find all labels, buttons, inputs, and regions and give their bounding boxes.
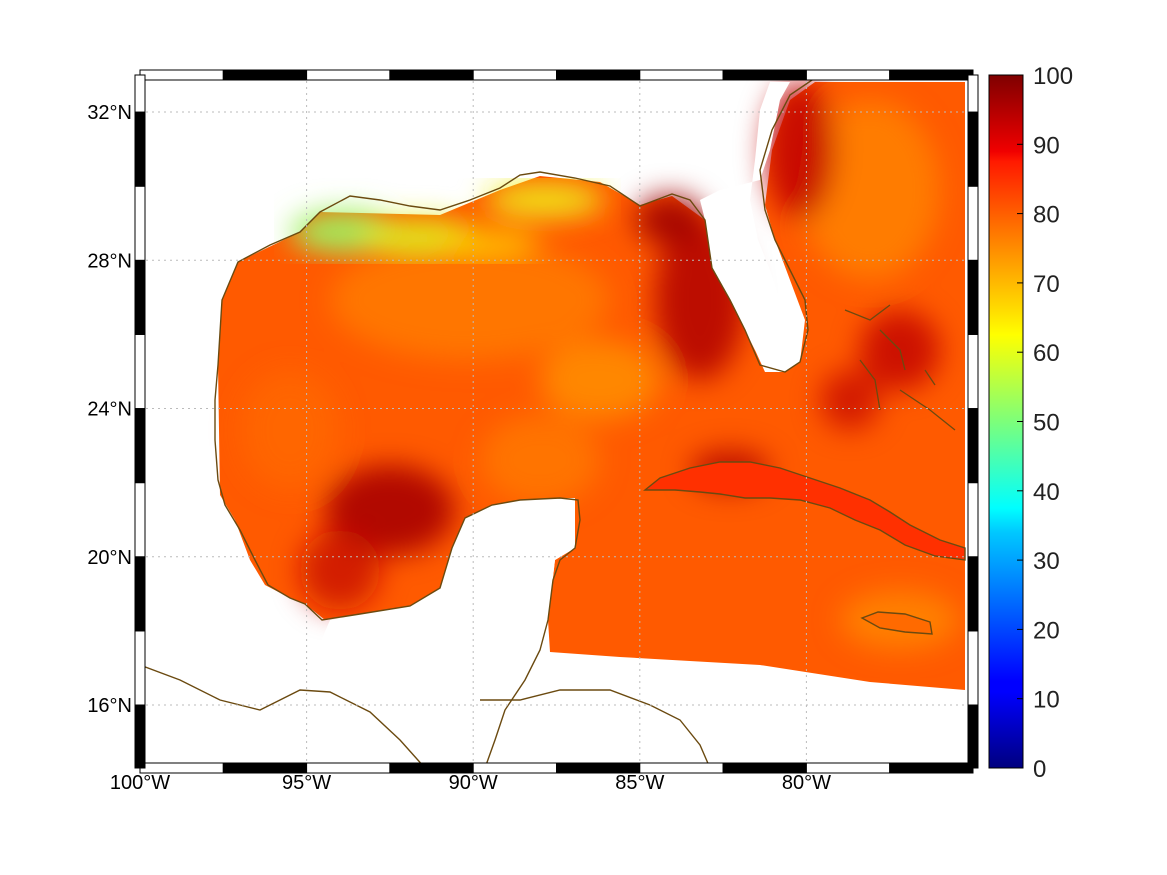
left-frame-segment — [134, 111, 146, 187]
top-frame-segment — [805, 69, 891, 81]
right-frame-segment — [967, 556, 979, 632]
colorbar-tick-label: 10 — [1033, 687, 1060, 714]
lon-tick-label: 85°W — [615, 772, 664, 794]
map-data-field — [140, 77, 966, 768]
coastlines — [140, 77, 816, 768]
colorbar-tick-label: 20 — [1033, 617, 1060, 644]
top-frame-segment — [306, 69, 391, 81]
top-frame-segment — [222, 69, 308, 81]
left-frame-segment — [134, 482, 146, 558]
bottom-frame-segment — [889, 762, 974, 774]
colorbar-tick-label: 0 — [1033, 756, 1046, 783]
right-frame-segment — [967, 704, 979, 769]
colorbar-tick-label: 40 — [1033, 479, 1060, 506]
top-frame-segment — [556, 69, 641, 81]
bahamas-islands — [844, 304, 956, 431]
lat-tick-label: 32°N — [87, 102, 132, 124]
lat-tick-label: 16°N — [87, 695, 132, 717]
jamaica-island — [860, 611, 933, 635]
right-frame-segment — [967, 111, 979, 187]
left-frame-segment — [134, 630, 146, 706]
left-frame-segment — [134, 185, 146, 261]
left-frame-segment — [134, 704, 146, 769]
colorbar-tick-label: 90 — [1033, 132, 1060, 159]
top-frame-segment — [639, 69, 724, 81]
top-frame-segment — [389, 69, 474, 81]
map-gridlines — [140, 75, 973, 768]
lat-tick-label: 28°N — [87, 250, 132, 272]
top-frame-segment — [472, 69, 558, 81]
left-frame-segment — [134, 556, 146, 632]
map-frame-bars — [134, 69, 979, 774]
colorbar-tick-label: 60 — [1033, 340, 1060, 367]
colorbar-tick-label: 50 — [1033, 410, 1060, 437]
lat-tick-label: 24°N — [87, 399, 132, 421]
cuba-island — [643, 461, 966, 561]
right-frame-segment — [967, 74, 979, 113]
top-frame-segment — [139, 69, 224, 81]
colorbar-tick-label: 70 — [1033, 271, 1060, 298]
left-frame-segment — [134, 408, 146, 484]
lon-tick-labels: 100°W 95°W 90°W 85°W 80°W — [110, 772, 831, 794]
lon-tick-label: 80°W — [782, 772, 831, 794]
yucatan-land-mask — [140, 498, 575, 768]
colorbar-tick-label: 30 — [1033, 548, 1060, 575]
lon-tick-label: 90°W — [449, 772, 498, 794]
lon-tick-label: 95°W — [282, 772, 331, 794]
right-frame-segment — [967, 630, 979, 706]
right-frame-segment — [967, 259, 979, 335]
left-frame-segment — [134, 74, 146, 113]
right-frame-segment — [967, 185, 979, 261]
left-frame-segment — [134, 333, 146, 410]
colorbar-tick-label: 100 — [1033, 63, 1073, 90]
left-frame-segment — [134, 259, 146, 335]
right-frame-segment — [967, 333, 979, 410]
right-frame-segment — [967, 408, 979, 484]
lat-tick-label: 20°N — [87, 547, 132, 569]
florida-land-mask — [700, 82, 800, 372]
right-frame-segment — [967, 482, 979, 558]
top-frame-segment — [722, 69, 807, 81]
lat-tick-labels: 32°N 28°N 24°N 20°N 16°N — [87, 102, 132, 717]
colorbar-tick-label: 80 — [1033, 202, 1060, 229]
top-frame-segment — [889, 69, 974, 81]
lon-tick-label: 100°W — [110, 772, 170, 794]
